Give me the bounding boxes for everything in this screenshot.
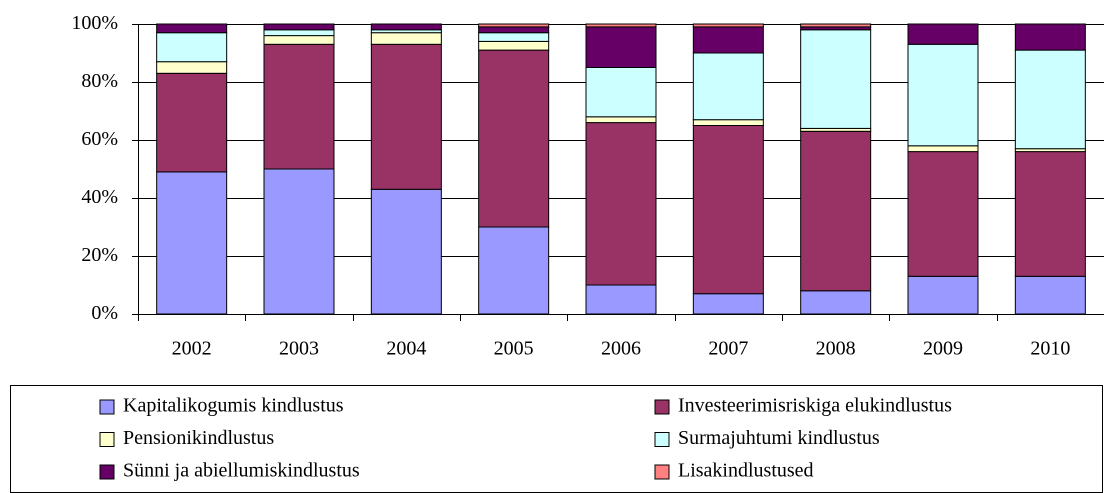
- bar-segment: [156, 32, 228, 63]
- legend-label: Investeerimisriskiga elukindlustus: [678, 395, 952, 417]
- bar-segment: [263, 43, 335, 170]
- legend-label: Lisakindlustused: [678, 460, 814, 482]
- bar-segment: [907, 43, 979, 147]
- x-tick-label: 2008: [816, 338, 856, 360]
- bar-segment: [156, 61, 228, 74]
- legend-swatch: [654, 432, 670, 447]
- bar-segment: [1014, 151, 1086, 277]
- y-tick-label: 40%: [81, 186, 118, 208]
- bar-segment: [585, 23, 657, 28]
- bar-segment: [478, 49, 550, 228]
- bar-segment: [800, 130, 872, 292]
- legend-swatch: [99, 399, 115, 415]
- bar-segment: [478, 23, 550, 28]
- x-tick-label: 2007: [708, 338, 748, 360]
- bar-segment: [156, 72, 228, 173]
- x-tick-label: 2010: [1030, 338, 1070, 360]
- bar-segment: [263, 168, 335, 315]
- bar-segment: [263, 23, 335, 31]
- bar-segment: [907, 275, 979, 315]
- y-tick-label: 80%: [81, 70, 118, 92]
- bar-segment: [370, 32, 442, 45]
- x-tick-label: 2006: [601, 338, 641, 360]
- legend-swatch: [99, 432, 115, 447]
- bar-segment: [370, 188, 442, 315]
- bar-segment: [692, 125, 764, 295]
- bar-segment: [585, 284, 657, 315]
- x-tick-label: 2005: [494, 338, 534, 360]
- bar-segment: [478, 226, 550, 315]
- bar-segment: [156, 23, 228, 34]
- y-tick-label: 60%: [81, 128, 118, 150]
- legend-box: [10, 385, 1103, 493]
- bar-segment: [800, 23, 872, 28]
- bar-segment: [263, 35, 335, 45]
- bar-segment: [907, 145, 979, 153]
- legend-label: Surmajuhtumi kindlustus: [678, 427, 880, 449]
- bar-segment: [478, 26, 550, 34]
- x-tick-label: 2002: [172, 338, 212, 360]
- y-tick-label: 0%: [91, 302, 118, 324]
- legend-swatch: [654, 399, 670, 415]
- bar-segment: [478, 32, 550, 42]
- y-tick-label: 20%: [81, 244, 118, 266]
- x-tick-label: 2009: [923, 338, 963, 360]
- bar-segment: [370, 43, 442, 190]
- bar-segment: [1014, 49, 1086, 150]
- legend-swatch: [654, 464, 670, 480]
- y-tick-label: 100%: [71, 12, 118, 34]
- bar-segment: [692, 293, 764, 315]
- bar-segment: [800, 290, 872, 315]
- bar-segment: [585, 116, 657, 124]
- x-tick-label: 2004: [386, 338, 426, 360]
- bar-segment: [692, 26, 764, 54]
- bar-segment: [370, 23, 442, 31]
- bar-segment: [907, 151, 979, 277]
- bar-segment: [800, 29, 872, 129]
- bar-segment: [585, 26, 657, 68]
- bar-segment: [1014, 23, 1086, 51]
- x-tick-label: 2003: [279, 338, 319, 360]
- bar-segment: [478, 40, 550, 51]
- legend-label: Pensionikindlustus: [123, 427, 274, 449]
- bar-segment: [263, 29, 335, 37]
- bar-segment: [907, 23, 979, 45]
- bar-segment: [692, 52, 764, 121]
- legend-label: Kapitalikogumis kindlustus: [123, 395, 344, 417]
- bar-segment: [692, 23, 764, 28]
- bar-segment: [1014, 275, 1086, 315]
- bar-segment: [156, 171, 228, 315]
- bar-segment: [585, 122, 657, 286]
- legend-swatch: [99, 464, 115, 480]
- bar-segment: [692, 119, 764, 126]
- legend-label: Sünni ja abiellumiskindlustus: [123, 460, 360, 482]
- bar-segment: [585, 67, 657, 118]
